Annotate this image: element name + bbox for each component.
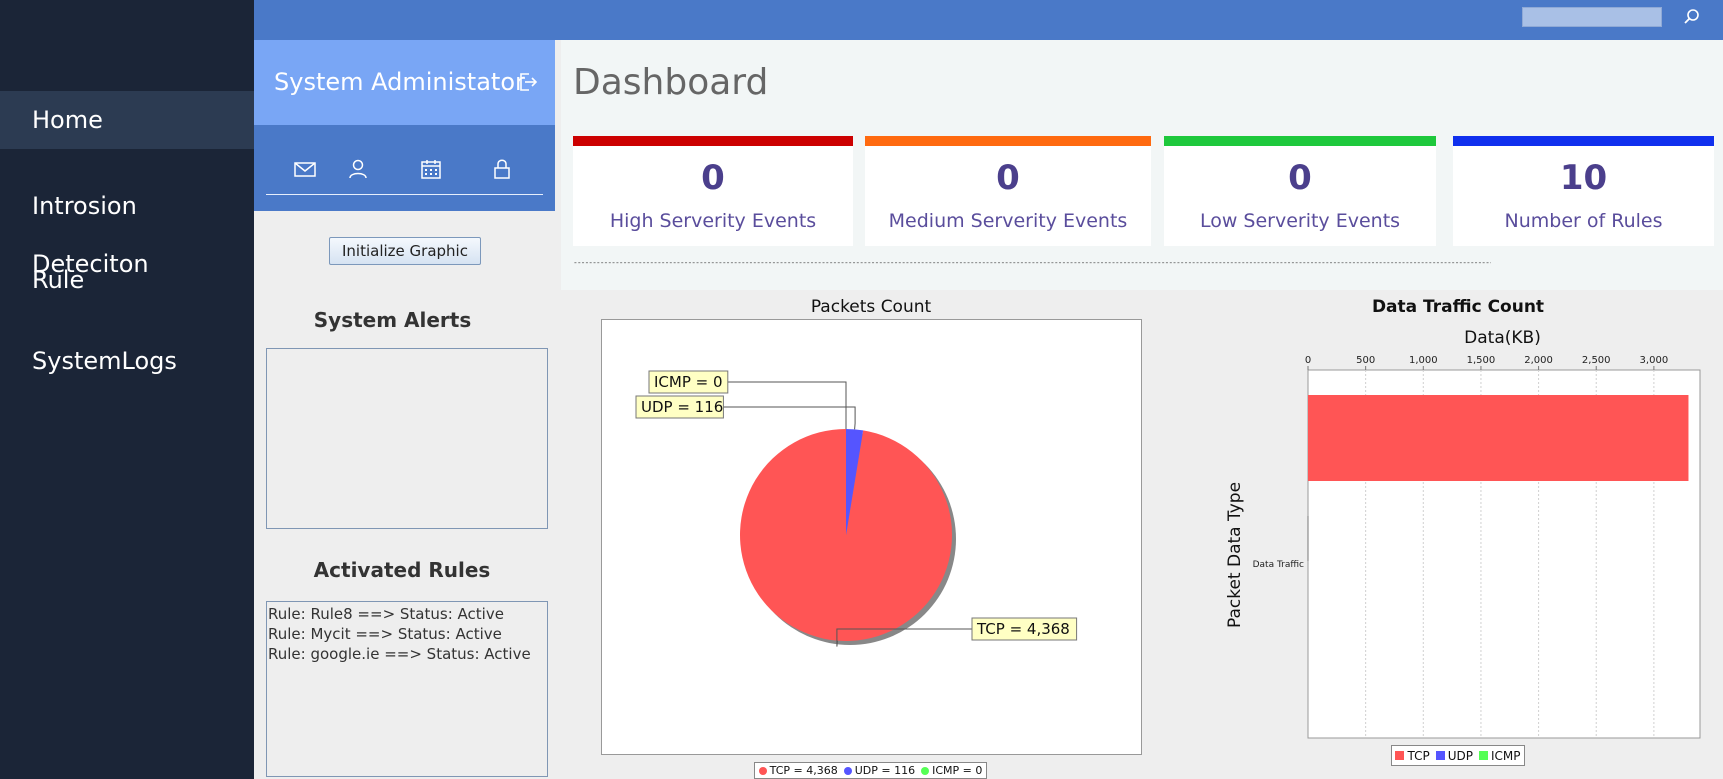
card-value: 0 — [1288, 158, 1312, 198]
admin-toolbar — [254, 125, 555, 211]
legend-item: UDP — [1435, 748, 1473, 763]
nav-item-rule[interactable]: Rule — [32, 266, 85, 294]
card-accent-bar — [1453, 136, 1714, 146]
system-alerts-heading: System Alerts — [313, 308, 472, 332]
legend-label: ICMP = 0 — [932, 764, 983, 777]
lock-icon[interactable] — [490, 157, 514, 181]
search-input[interactable] — [1522, 7, 1662, 27]
legend-label: UDP — [1447, 748, 1473, 763]
nav-item-home[interactable]: Home — [0, 91, 254, 149]
legend-label: TCP = 4,368 — [769, 764, 838, 777]
dashed-separator: ----------------------------------------… — [573, 258, 1491, 267]
pie-slice-label: UDP = 116 — [641, 398, 723, 416]
x-tick-label: 500 — [1356, 355, 1375, 366]
pie-slice-label: TCP = 4,368 — [976, 620, 1070, 638]
number-of-rules-card: 10 Number of Rules — [1453, 136, 1714, 246]
legend-swatch — [843, 766, 852, 775]
card-label: Low Serverity Events — [1199, 210, 1401, 232]
card-value: 10 — [1559, 158, 1608, 198]
card-label: Medium Serverity Events — [888, 210, 1128, 232]
card-value: 0 — [701, 158, 725, 198]
x-tick-label: 1,000 — [1409, 355, 1438, 366]
admin-title: System Administator — [274, 68, 525, 96]
bar-chart-svg: 0 500 1,000 1,500 2,000 2,500 3,000 Data Traffi… — [1253, 355, 1701, 739]
category-label: Data Traffic — [1253, 560, 1304, 570]
card-accent-bar — [865, 136, 1151, 146]
pie-slice-label: ICMP = 0 — [654, 373, 723, 391]
card-value: 0 — [996, 158, 1020, 198]
search-icon[interactable] — [1680, 7, 1702, 29]
legend-swatch — [1435, 751, 1445, 760]
system-alerts-list[interactable] — [266, 348, 548, 529]
legend-item: ICMP = 0 — [921, 764, 982, 777]
pie-label-leader — [836, 628, 972, 647]
pie-slice-udp — [846, 429, 864, 535]
dashboard-panel: Dashboard 0 High Serverity Events 0 Medi… — [561, 40, 1723, 290]
activated-rules-heading: Activated Rules — [313, 558, 491, 582]
pie-label-box — [648, 370, 729, 394]
x-tick-label: 2,000 — [1524, 355, 1553, 366]
legend-label: UDP = 116 — [854, 764, 916, 777]
pie-label-box — [635, 395, 724, 419]
mail-icon[interactable] — [293, 157, 317, 181]
nav-item-system-logs[interactable]: SystemLogs — [32, 347, 177, 375]
legend-item: TCP — [1395, 748, 1430, 763]
top-bar — [254, 0, 1723, 40]
low-severity-card: 0 Low Serverity Events — [1164, 136, 1436, 246]
card-label: High Serverity Events — [609, 210, 817, 232]
pie-slice-tcp — [740, 429, 953, 641]
legend-item: TCP = 4,368 — [758, 764, 838, 777]
card-accent-bar — [573, 136, 853, 146]
admin-toolbar-divider — [266, 194, 543, 195]
pie-chart-svg: TCP = 4,368 UDP = 116 ICMP = 0 — [635, 370, 1078, 647]
bar-tcp — [1308, 395, 1689, 481]
initialize-graphic-button[interactable]: Initialize Graphic — [329, 237, 481, 265]
pie-chart-plot: TCP = 4,368 UDP = 116 ICMP = 0 — [601, 319, 1142, 755]
sidebar-nav: Home Introsion Deteciton Rule SystemLogs — [0, 0, 254, 779]
pie-label-box — [971, 617, 1078, 641]
list-item[interactable]: Rule: Mycit ==> Status: Active — [268, 625, 502, 643]
list-item[interactable]: Rule: Rule8 ==> Status: Active — [268, 605, 504, 623]
logout-icon[interactable] — [516, 70, 540, 94]
x-tick-label: 1,500 — [1467, 355, 1496, 366]
legend-item: UDP = 116 — [843, 764, 916, 777]
bar-chart-title: Data Traffic Count — [1371, 297, 1545, 317]
pie-label-leader — [723, 406, 856, 430]
nav-item-intrusion-detection[interactable]: Introsion Deteciton — [32, 192, 149, 278]
calendar-icon[interactable] — [419, 157, 443, 181]
legend-item: ICMP — [1479, 749, 1521, 763]
legend-swatch — [1395, 751, 1405, 760]
pie-chart-legend: TCP = 4,368 UDP = 116 ICMP = 0 — [754, 762, 987, 779]
legend-label: ICMP — [1491, 748, 1521, 763]
medium-severity-card: 0 Medium Serverity Events — [865, 136, 1151, 246]
card-accent-bar — [1164, 136, 1436, 146]
admin-header: System Administator — [254, 40, 555, 125]
page-title: Dashboard — [573, 62, 769, 103]
list-item[interactable]: Rule: google.ie ==> Status: Active — [268, 645, 531, 663]
x-tick-label: 2,500 — [1582, 355, 1611, 366]
user-icon[interactable] — [346, 157, 370, 181]
legend-swatch — [921, 766, 930, 775]
legend-swatch — [758, 766, 767, 775]
bar-chart-x-axis-label: Data(KB) — [1464, 328, 1541, 348]
pie-chart-title: Packets Count — [810, 297, 932, 317]
legend-label: TCP — [1407, 748, 1430, 763]
pie-label-leader — [727, 381, 847, 429]
x-tick-label: 3,000 — [1640, 355, 1669, 366]
x-tick-label: 0 — [1305, 355, 1311, 366]
activated-rules-list[interactable]: Rule: Rule8 ==> Status: Active Rule: Myc… — [266, 601, 548, 777]
high-severity-card: 0 High Serverity Events — [573, 136, 853, 246]
bar-chart-legend: TCP UDP ICMP — [1391, 745, 1525, 766]
card-label: Number of Rules — [1504, 210, 1663, 232]
legend-swatch — [1479, 751, 1488, 760]
